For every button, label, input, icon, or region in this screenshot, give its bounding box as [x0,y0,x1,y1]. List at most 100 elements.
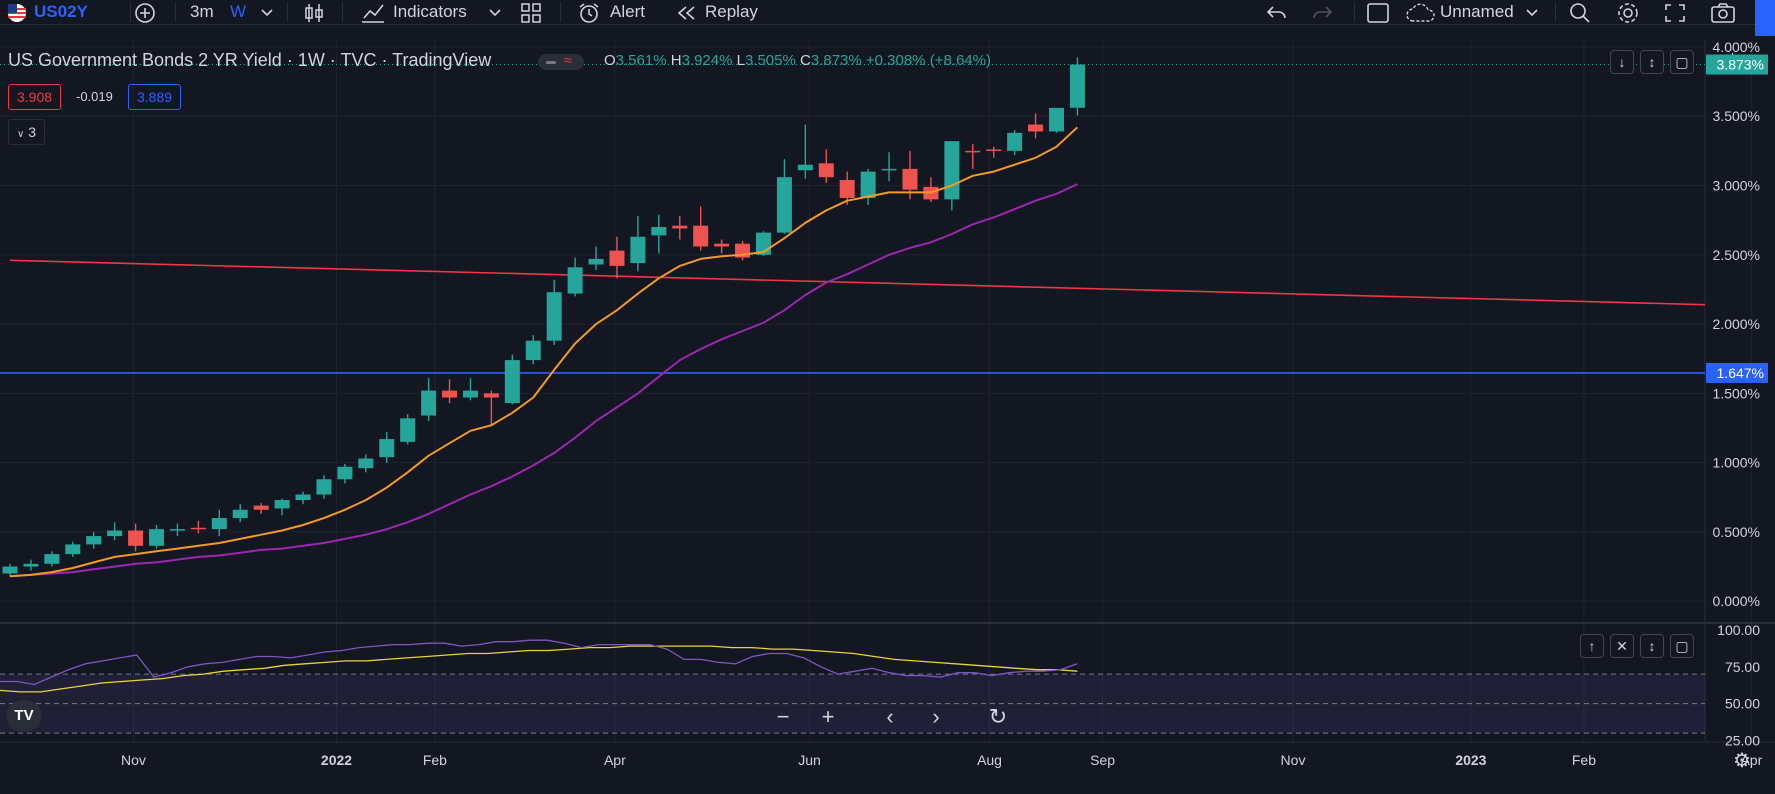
ohlc-values: O3.561% H3.924% L3.505% C3.873% +0.308% … [604,52,991,69]
candle [797,124,813,179]
low-value: 3.505% [744,52,796,69]
candle [1028,113,1044,139]
zoom-out-button[interactable]: − [776,704,790,729]
candle-body [567,267,583,294]
candle-body [23,563,39,567]
fullscreen-icon[interactable] [1663,0,1687,24]
candle [190,520,206,534]
search-icon[interactable] [1568,0,1592,24]
grid-lines [0,40,1775,743]
maximize-rsi-pane-button[interactable]: ▢ [1670,634,1694,658]
market-status-badge[interactable]: ≈ [538,52,584,70]
candle-body [881,168,897,171]
close-value: 3.873% [810,52,862,69]
open-label: O [604,52,616,69]
candle-body [190,527,206,530]
indicators-button[interactable]: Indicators [393,2,467,21]
redo-icon[interactable] [1310,0,1334,24]
move-pane-down-button[interactable]: ↓ [1610,50,1634,74]
indicators-icon[interactable] [360,0,386,24]
collapse-rsi-pane-button[interactable]: ↕ [1640,634,1664,658]
candle [1069,57,1085,116]
reset-chart-button[interactable]: ↻ [988,704,1008,729]
drawing-lines [0,64,1706,374]
zoom-in-button[interactable]: + [821,704,835,729]
interval-button-w[interactable]: W [230,2,247,21]
close-pane-button[interactable]: ✕ [1610,634,1634,658]
candle-body [86,536,102,545]
price-tick-label: 1.500% [1713,385,1760,401]
candle-body [149,529,165,546]
layout-name-button[interactable]: Unnamed [1440,2,1514,21]
ask-price-box[interactable]: 3.889 [128,84,182,110]
candle [442,379,458,404]
interval-button-3m[interactable]: 3m [190,2,214,21]
candle [149,525,165,549]
move-pane-up-button[interactable]: ↑ [1580,634,1604,658]
compare-add-icon[interactable] [132,0,158,24]
scroll-right-button[interactable]: › [932,704,940,729]
rsi-band [0,674,1705,734]
layout-select-icon[interactable] [1366,0,1390,24]
candle-body [944,141,960,200]
time-axis-settings-icon[interactable]: ⚙ [1733,750,1751,772]
candle-body [483,393,499,398]
candle [65,541,81,557]
gear-icon[interactable] [1616,0,1640,24]
candle-body [902,168,918,190]
replay-icon[interactable] [675,0,699,24]
price-tick-label: 2.500% [1713,247,1760,263]
chevron-down-icon[interactable] [260,0,274,24]
candle [1049,107,1064,133]
candle [400,414,416,445]
candle [107,522,123,541]
candle [944,141,960,211]
bid-price-box[interactable]: 3.908 [8,84,62,110]
chart-title: US Government Bonds 2 YR Yield · 1W · TV… [8,50,492,70]
candle [232,504,248,523]
candle-body [965,150,981,153]
alert-clock-icon[interactable] [577,0,603,24]
cloud-icon[interactable] [1405,0,1437,24]
time-tick-label: Apr [604,752,626,768]
templates-grid-icon[interactable] [520,0,542,24]
symbol-button[interactable]: US02Y [34,2,88,21]
indicators-collapse-button[interactable]: ∨ 3 [8,119,46,145]
candle-body [860,171,876,198]
candle-body [358,458,374,469]
maximize-pane-button[interactable]: ▢ [1670,50,1694,74]
candle [965,143,981,169]
candle-body [651,227,667,236]
candle-body [672,225,688,229]
collapse-pane-button[interactable]: ↕ [1640,50,1664,74]
replay-button[interactable]: Replay [705,2,758,21]
tradingview-logo[interactable]: TV [6,700,42,732]
candle-body [274,500,290,509]
candle-body [421,390,437,416]
time-tick-label: 2022 [321,752,352,768]
candle-body [337,466,353,480]
candle [567,257,583,297]
candle-body [400,418,416,442]
candle [23,559,39,571]
time-axis: Nov 2022 Feb Apr Jun Aug Sep Nov 2023 Feb Apr [121,752,1763,768]
candle-body [588,258,604,265]
candle [128,523,144,552]
candle [295,491,311,505]
candle [776,159,792,234]
price-tick-label: 3.000% [1713,178,1760,194]
candle-body [128,530,144,546]
scroll-left-button[interactable]: ‹ [886,704,894,729]
chevron-down-icon[interactable] [1525,0,1539,24]
chevron-down-icon[interactable] [488,0,502,24]
undo-icon[interactable] [1265,0,1289,24]
publish-button[interactable] [1755,0,1775,36]
candle [735,240,751,261]
alert-button[interactable]: Alert [610,2,645,21]
candles-icon[interactable] [303,0,325,24]
candle-body [986,149,1002,151]
rsi-tick-label: 100.00 [1717,622,1760,638]
us-flag-icon [6,0,28,24]
camera-icon[interactable] [1710,0,1736,24]
